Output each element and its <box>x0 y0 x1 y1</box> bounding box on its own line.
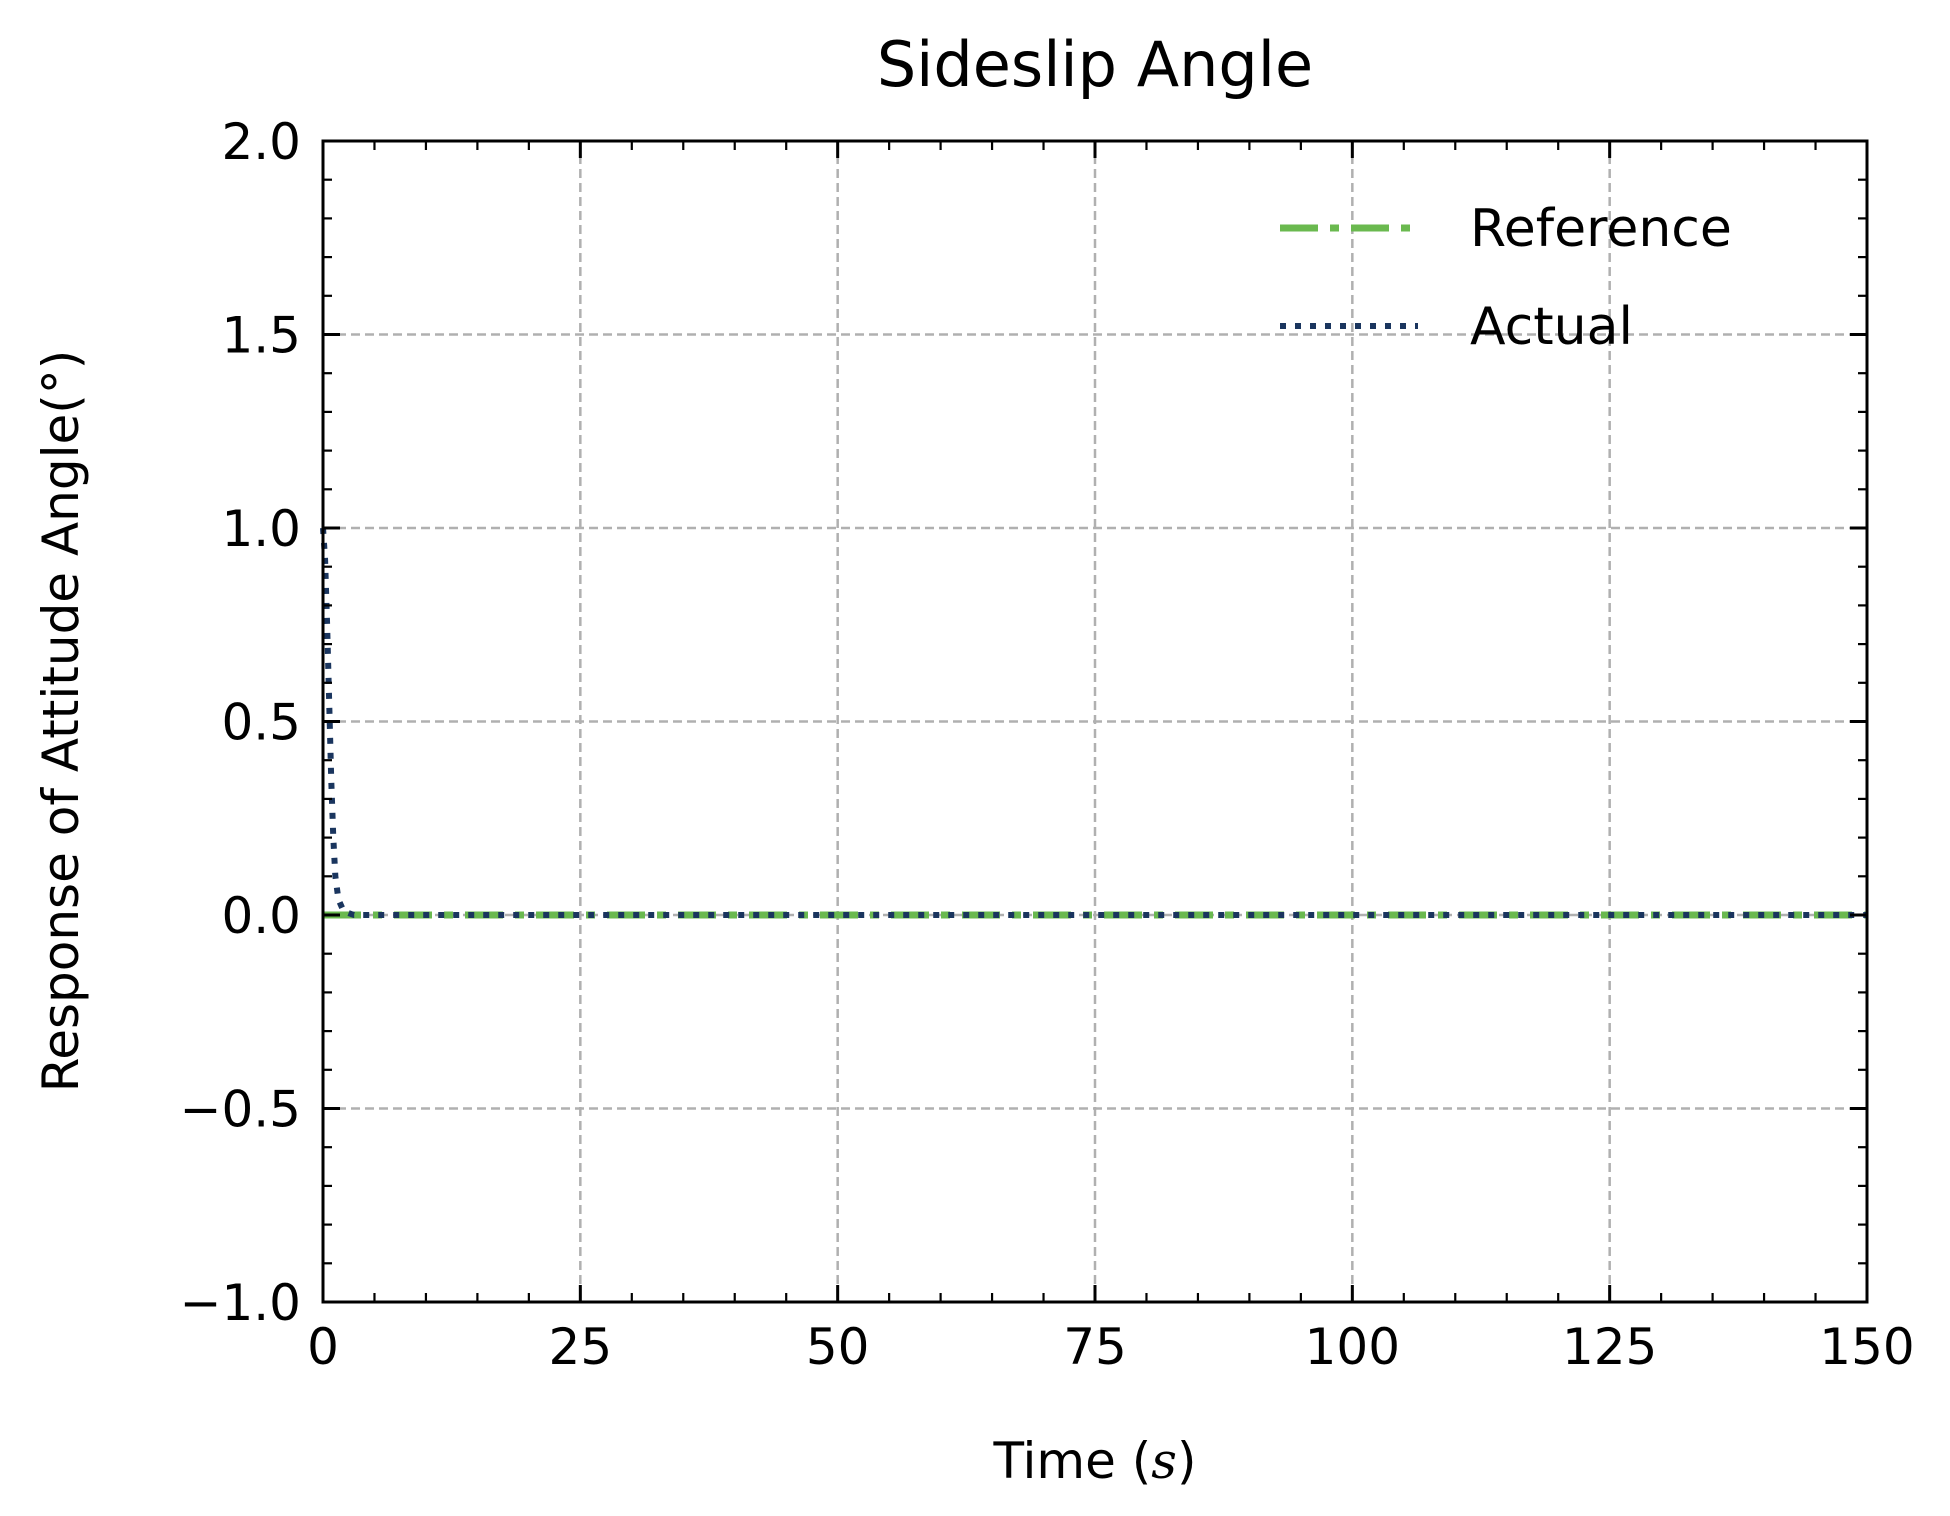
x-tick-label: 0 <box>307 1318 339 1376</box>
series-layer <box>320 527 1867 919</box>
ticks-layer: 0 25 50 75 100 125 150 −1.0 −0.5 0.0 0.5 1.0 1.5 2.0 <box>180 113 1915 1376</box>
y-tick-label: 1.5 <box>221 307 301 365</box>
y-tick-label: 0.0 <box>221 887 301 945</box>
x-tick-label: 50 <box>806 1318 870 1376</box>
x-axis-label-suffix: ) <box>1177 1432 1197 1490</box>
legend-label-reference: Reference <box>1470 199 1732 259</box>
plot-frame <box>321 139 1869 1304</box>
x-axis-label: Time (s) <box>993 1432 1197 1490</box>
y-tick-label: 0.5 <box>221 694 301 752</box>
y-tick-label: 1.0 <box>221 500 301 558</box>
y-tick-label: 2.0 <box>221 113 301 171</box>
x-tick-label: 150 <box>1819 1318 1914 1376</box>
x-tick-label: 100 <box>1305 1318 1400 1376</box>
x-axis-label-prefix: Time ( <box>993 1432 1152 1490</box>
series-line-actual <box>320 527 1867 918</box>
chart-title: Sideslip Angle <box>877 28 1313 101</box>
y-axis-label: Response of Attitude Angle(°) <box>32 350 90 1093</box>
x-tick-label: 25 <box>549 1318 613 1376</box>
y-tick-label: −1.0 <box>180 1274 301 1332</box>
x-tick-label: 75 <box>1063 1318 1127 1376</box>
x-axis-label-variable: s <box>1151 1432 1177 1490</box>
y-tick-label: −0.5 <box>180 1081 301 1139</box>
x-tick-label: 125 <box>1562 1318 1657 1376</box>
legend-label-actual: Actual <box>1470 297 1633 357</box>
grid-layer <box>323 141 1867 1302</box>
legend: Reference Actual <box>1280 199 1732 357</box>
